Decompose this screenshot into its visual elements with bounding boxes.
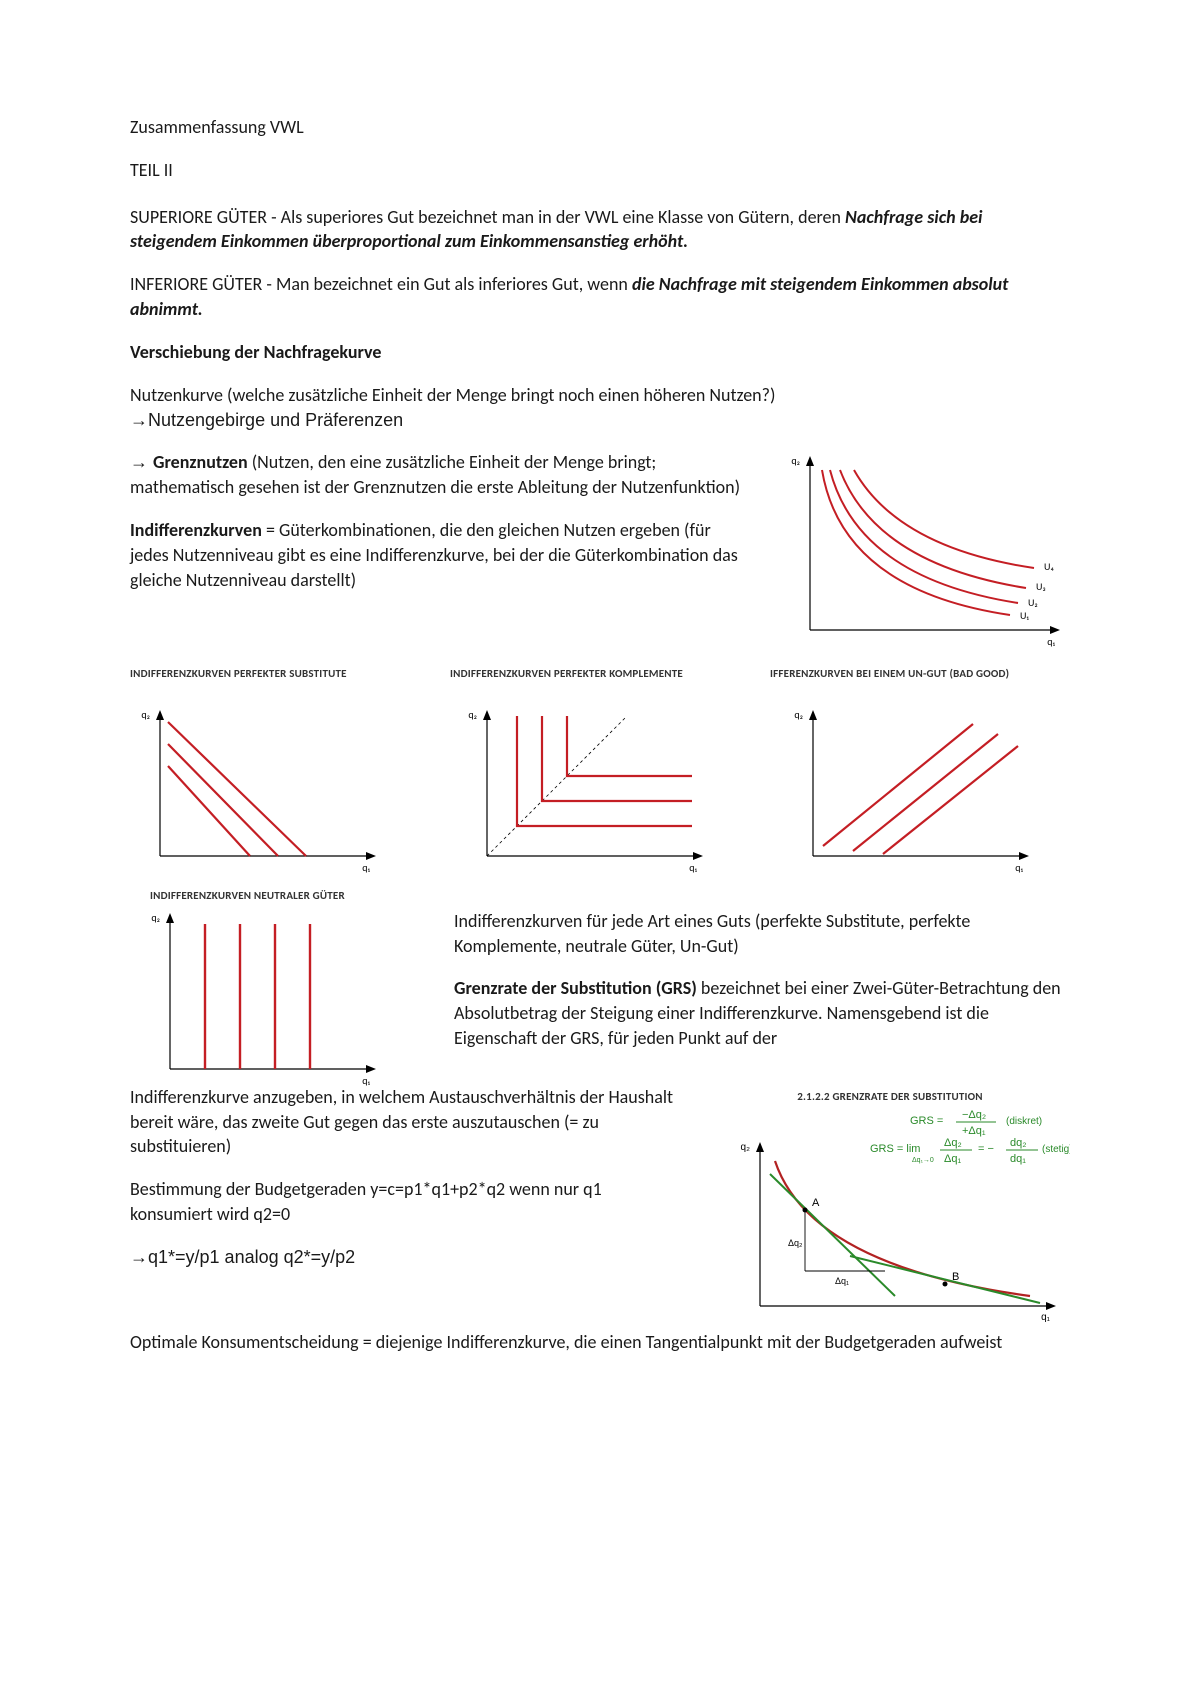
- svg-text:q₁: q₁: [362, 861, 370, 874]
- svg-text:U₄: U₄: [1044, 560, 1054, 573]
- svg-text:GRS =: GRS =: [910, 1115, 943, 1127]
- svg-text:q₂: q₂: [468, 708, 477, 721]
- svg-text:Δq₂: Δq₂: [788, 1238, 803, 1248]
- arrow-icon: →Nutzengebirge und Präferenzen: [130, 410, 403, 430]
- svg-text:(diskret): (diskret): [1006, 1116, 1042, 1127]
- svg-text:Δq₁: Δq₁: [835, 1276, 849, 1286]
- three-charts-row: q₂ q₁ q₂ q₁: [130, 706, 1070, 876]
- svg-text:q₁: q₁: [1041, 1312, 1051, 1323]
- text-bold: Grenzrate der Substitution (GRS): [454, 977, 697, 999]
- svg-text:U₃: U₃: [1036, 580, 1046, 593]
- title-bad-good: IFFERENZKURVEN BEI EINEM UN-GUT (BAD GOO…: [770, 666, 1070, 681]
- doc-title: Zusammenfassung VWL: [130, 115, 1070, 140]
- svg-text:q₂: q₂: [151, 911, 160, 924]
- chart-complements: q₂ q₁: [457, 706, 744, 876]
- svg-text:A: A: [812, 1197, 820, 1209]
- para-budget: Bestimmung der Budgetgeraden y=c=p1*q1+p…: [130, 1177, 680, 1227]
- para-optimal: Optimale Konsumentscheidung = diejenige …: [130, 1330, 1070, 1355]
- svg-text:B: B: [952, 1271, 959, 1283]
- svg-text:Δq₁: Δq₁: [944, 1153, 961, 1165]
- row-grenznutzen: → Grenznutzen (Nutzen, den eine zusätzli…: [130, 450, 1070, 650]
- para-superiore: SUPERIORE GÜTER - Als superiores Gut bez…: [130, 205, 1070, 255]
- chart-bad-good: q₂ q₁: [783, 706, 1070, 876]
- text: INFERIORE GÜTER - Man bezeichnet ein Gut…: [130, 273, 632, 295]
- svg-text:q₂: q₂: [791, 454, 800, 467]
- chart-substitutes: q₂ q₁: [130, 706, 417, 876]
- svg-text:(stetig): (stetig): [1042, 1144, 1070, 1155]
- para-nutzengebirge: →Nutzengebirge und Präferenzen: [130, 408, 1070, 433]
- right-text: Indifferenzkurven für jede Art eines Gut…: [454, 909, 1070, 1069]
- svg-text:q₁: q₁: [1016, 861, 1024, 874]
- svg-text:U₂: U₂: [1028, 596, 1038, 609]
- svg-text:U₁: U₁: [1020, 609, 1029, 622]
- svg-text:dq₁: dq₁: [1010, 1153, 1026, 1165]
- title-complement: INDIFFERENZKURVEN PERFEKTER KOMPLEMENTE: [450, 666, 750, 681]
- svg-text:q₁: q₁: [1047, 635, 1055, 648]
- heading-verschiebung: Verschiebung der Nachfragekurve: [130, 340, 1070, 365]
- arrow-icon: →: [130, 452, 153, 472]
- left-col: → Grenznutzen (Nutzen, den eine zusätzli…: [130, 450, 746, 610]
- doc-subtitle: TEIL II: [130, 158, 1070, 183]
- text: Nutzenkurve (welche zusätzliche Einheit …: [130, 384, 775, 406]
- para-types: Indifferenzkurven für jede Art eines Gut…: [454, 909, 1070, 959]
- svg-text:Δq₁→0: Δq₁→0: [912, 1157, 934, 1164]
- chart-grs: 2.1.2.2 GRENZRATE DER SUBSTITUTION GRS =…: [710, 1089, 1070, 1326]
- svg-text:−Δq₂: −Δq₂: [962, 1109, 986, 1121]
- chart-neutral: q₂ q₁: [130, 909, 430, 1089]
- text-bold: Grenznutzen: [153, 451, 248, 473]
- svg-text:q₂: q₂: [795, 708, 804, 721]
- para-indifferenzkurven: Indifferenzkurven = Güterkombinationen, …: [130, 518, 746, 592]
- para-grs-cont: Indifferenzkurve anzugeben, in welchem A…: [130, 1085, 680, 1159]
- row-neutral: q₂ q₁ Indifferenzkurven für jede Art ein…: [130, 909, 1070, 1089]
- svg-text:q₂: q₂: [741, 1142, 751, 1153]
- title-substitute: INDIFFERENZKURVEN PERFEKTER SUBSTITUTE: [130, 666, 430, 681]
- text: SUPERIORE GÜTER - Als superiores Gut bez…: [130, 206, 845, 228]
- chart-indifference-curves: q₂ q₁ U₁ U₂ U₃ U₄: [770, 450, 1070, 650]
- triple-title-row: INDIFFERENZKURVEN PERFEKTER SUBSTITUTE I…: [130, 666, 1070, 681]
- grs-left-text: Indifferenzkurve anzugeben, in welchem A…: [130, 1089, 680, 1326]
- svg-text:Δq₂: Δq₂: [944, 1137, 962, 1149]
- para-nutzenkurve: Nutzenkurve (welche zusätzliche Einheit …: [130, 383, 1070, 408]
- grs-chart-title: 2.1.2.2 GRENZRATE DER SUBSTITUTION: [710, 1089, 1070, 1104]
- svg-text:q₂: q₂: [141, 708, 150, 721]
- svg-text:dq₂: dq₂: [1010, 1137, 1027, 1149]
- text-bold: Indifferenzkurven: [130, 519, 262, 541]
- row-grs: Indifferenzkurve anzugeben, in welchem A…: [130, 1089, 1070, 1326]
- svg-text:= −: = −: [978, 1143, 994, 1155]
- para-grs: Grenzrate der Substitution (GRS) bezeich…: [454, 976, 1070, 1050]
- para-grenznutzen: → Grenznutzen (Nutzen, den eine zusätzli…: [130, 450, 746, 500]
- arrow-icon: →q1*=y/p1 analog q2*=y/p2: [130, 1247, 355, 1267]
- para-q1star: →q1*=y/p1 analog q2*=y/p2: [130, 1245, 680, 1270]
- para-inferiore: INFERIORE GÜTER - Man bezeichnet ein Gut…: [130, 272, 1070, 322]
- neutral-label: INDIFFERENZKURVEN NEUTRALER GÜTER: [150, 888, 1070, 903]
- svg-text:q₁: q₁: [689, 861, 697, 874]
- svg-text:+Δq₁: +Δq₁: [962, 1125, 986, 1137]
- svg-text:GRS = lim: GRS = lim: [870, 1143, 920, 1155]
